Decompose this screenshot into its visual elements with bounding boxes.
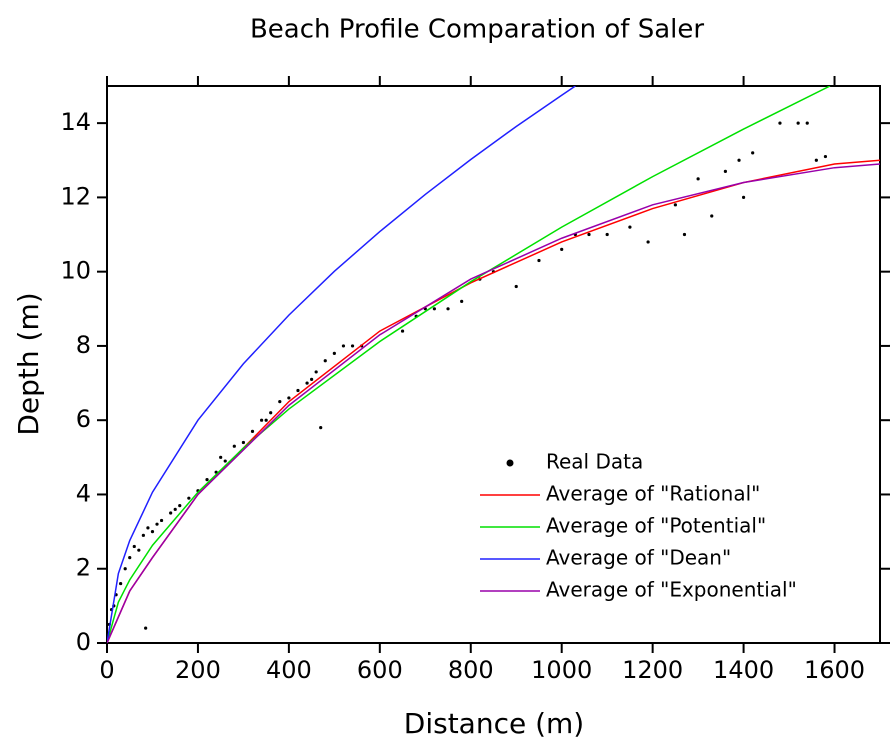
data-point — [432, 307, 436, 311]
data-point — [178, 504, 182, 508]
data-point — [741, 195, 746, 199]
data-point — [187, 496, 191, 500]
data-point — [278, 400, 282, 404]
legend-label: Average of "Exponential" — [546, 578, 797, 602]
data-point — [646, 240, 650, 244]
legend-label: Average of "Potential" — [546, 514, 766, 538]
data-point — [673, 203, 677, 207]
data-point — [537, 258, 541, 263]
data-point — [159, 518, 164, 523]
y-tick-label: 0 — [76, 628, 91, 656]
data-point — [141, 533, 145, 537]
data-point — [123, 567, 127, 571]
x-tick-label: 1000 — [531, 656, 592, 684]
data-point — [219, 455, 223, 459]
data-point — [119, 581, 123, 586]
data-point — [446, 307, 450, 311]
data-point — [150, 530, 155, 534]
data-point — [314, 370, 318, 374]
data-point — [241, 440, 246, 445]
data-point — [144, 626, 148, 630]
plot-area — [107, 86, 880, 643]
y-tick-label: 8 — [76, 331, 91, 359]
data-point — [173, 507, 177, 511]
data-point — [460, 299, 464, 303]
data-point — [823, 154, 828, 159]
data-point — [250, 429, 255, 433]
data-point — [514, 284, 518, 289]
data-point — [128, 555, 132, 560]
data-point — [682, 232, 687, 237]
data-point — [319, 426, 323, 430]
data-point — [605, 232, 609, 237]
data-point — [269, 411, 273, 415]
data-point — [305, 381, 309, 385]
x-tick-label: 0 — [99, 656, 114, 684]
y-tick-label: 14 — [60, 108, 91, 136]
data-point — [751, 151, 755, 155]
series-line — [107, 86, 831, 643]
data-point — [696, 177, 700, 181]
data-point — [137, 548, 141, 552]
y-axis-label: Depth (m) — [12, 292, 45, 435]
legend-label: Average of "Rational" — [546, 482, 760, 506]
data-point — [814, 158, 818, 162]
y-tick-label: 4 — [76, 479, 91, 507]
y-tick-label: 6 — [76, 405, 91, 433]
x-tick-label: 800 — [448, 656, 494, 684]
data-point — [146, 526, 150, 530]
y-tick-label: 10 — [60, 257, 91, 285]
x-axis-label: Distance (m) — [404, 707, 584, 740]
x-tick-label: 600 — [357, 656, 403, 684]
data-point — [232, 444, 236, 448]
chart-title: Beach Profile Comparation of Saler — [250, 15, 704, 45]
data-point — [287, 396, 291, 400]
data-point — [132, 544, 136, 549]
data-point — [323, 359, 327, 363]
data-point — [400, 329, 405, 333]
x-tick-label: 400 — [266, 656, 312, 684]
data-point — [310, 377, 314, 381]
data-point — [260, 418, 264, 422]
y-tick-label: 12 — [60, 182, 91, 210]
x-tick-label: 1400 — [713, 656, 774, 684]
data-point — [332, 351, 336, 355]
data-point — [796, 121, 800, 125]
data-point — [560, 247, 564, 251]
data-point — [264, 418, 268, 422]
data-point — [350, 344, 355, 348]
data-point — [723, 169, 728, 174]
legend-label: Real Data — [546, 450, 643, 474]
y-tick-label: 2 — [76, 554, 91, 582]
plot-frame — [106, 85, 881, 644]
data-point — [205, 478, 209, 482]
legend-label: Average of "Dean" — [546, 546, 731, 570]
data-point — [155, 522, 159, 526]
data-point — [341, 344, 346, 348]
series-line — [107, 163, 880, 643]
data-point — [710, 214, 714, 218]
data-point — [778, 121, 782, 125]
data-point — [628, 225, 632, 229]
data-point — [805, 121, 809, 125]
x-tick-label: 1600 — [804, 656, 865, 684]
data-point — [296, 388, 300, 393]
series-line — [107, 86, 576, 643]
data-point — [169, 511, 173, 515]
x-tick-label: 200 — [175, 656, 221, 684]
data-point — [223, 459, 227, 463]
data-point — [587, 232, 591, 237]
x-tick-label: 1200 — [622, 656, 683, 684]
legend-marker — [506, 459, 514, 467]
data-point — [737, 158, 741, 162]
series-line — [107, 159, 880, 643]
